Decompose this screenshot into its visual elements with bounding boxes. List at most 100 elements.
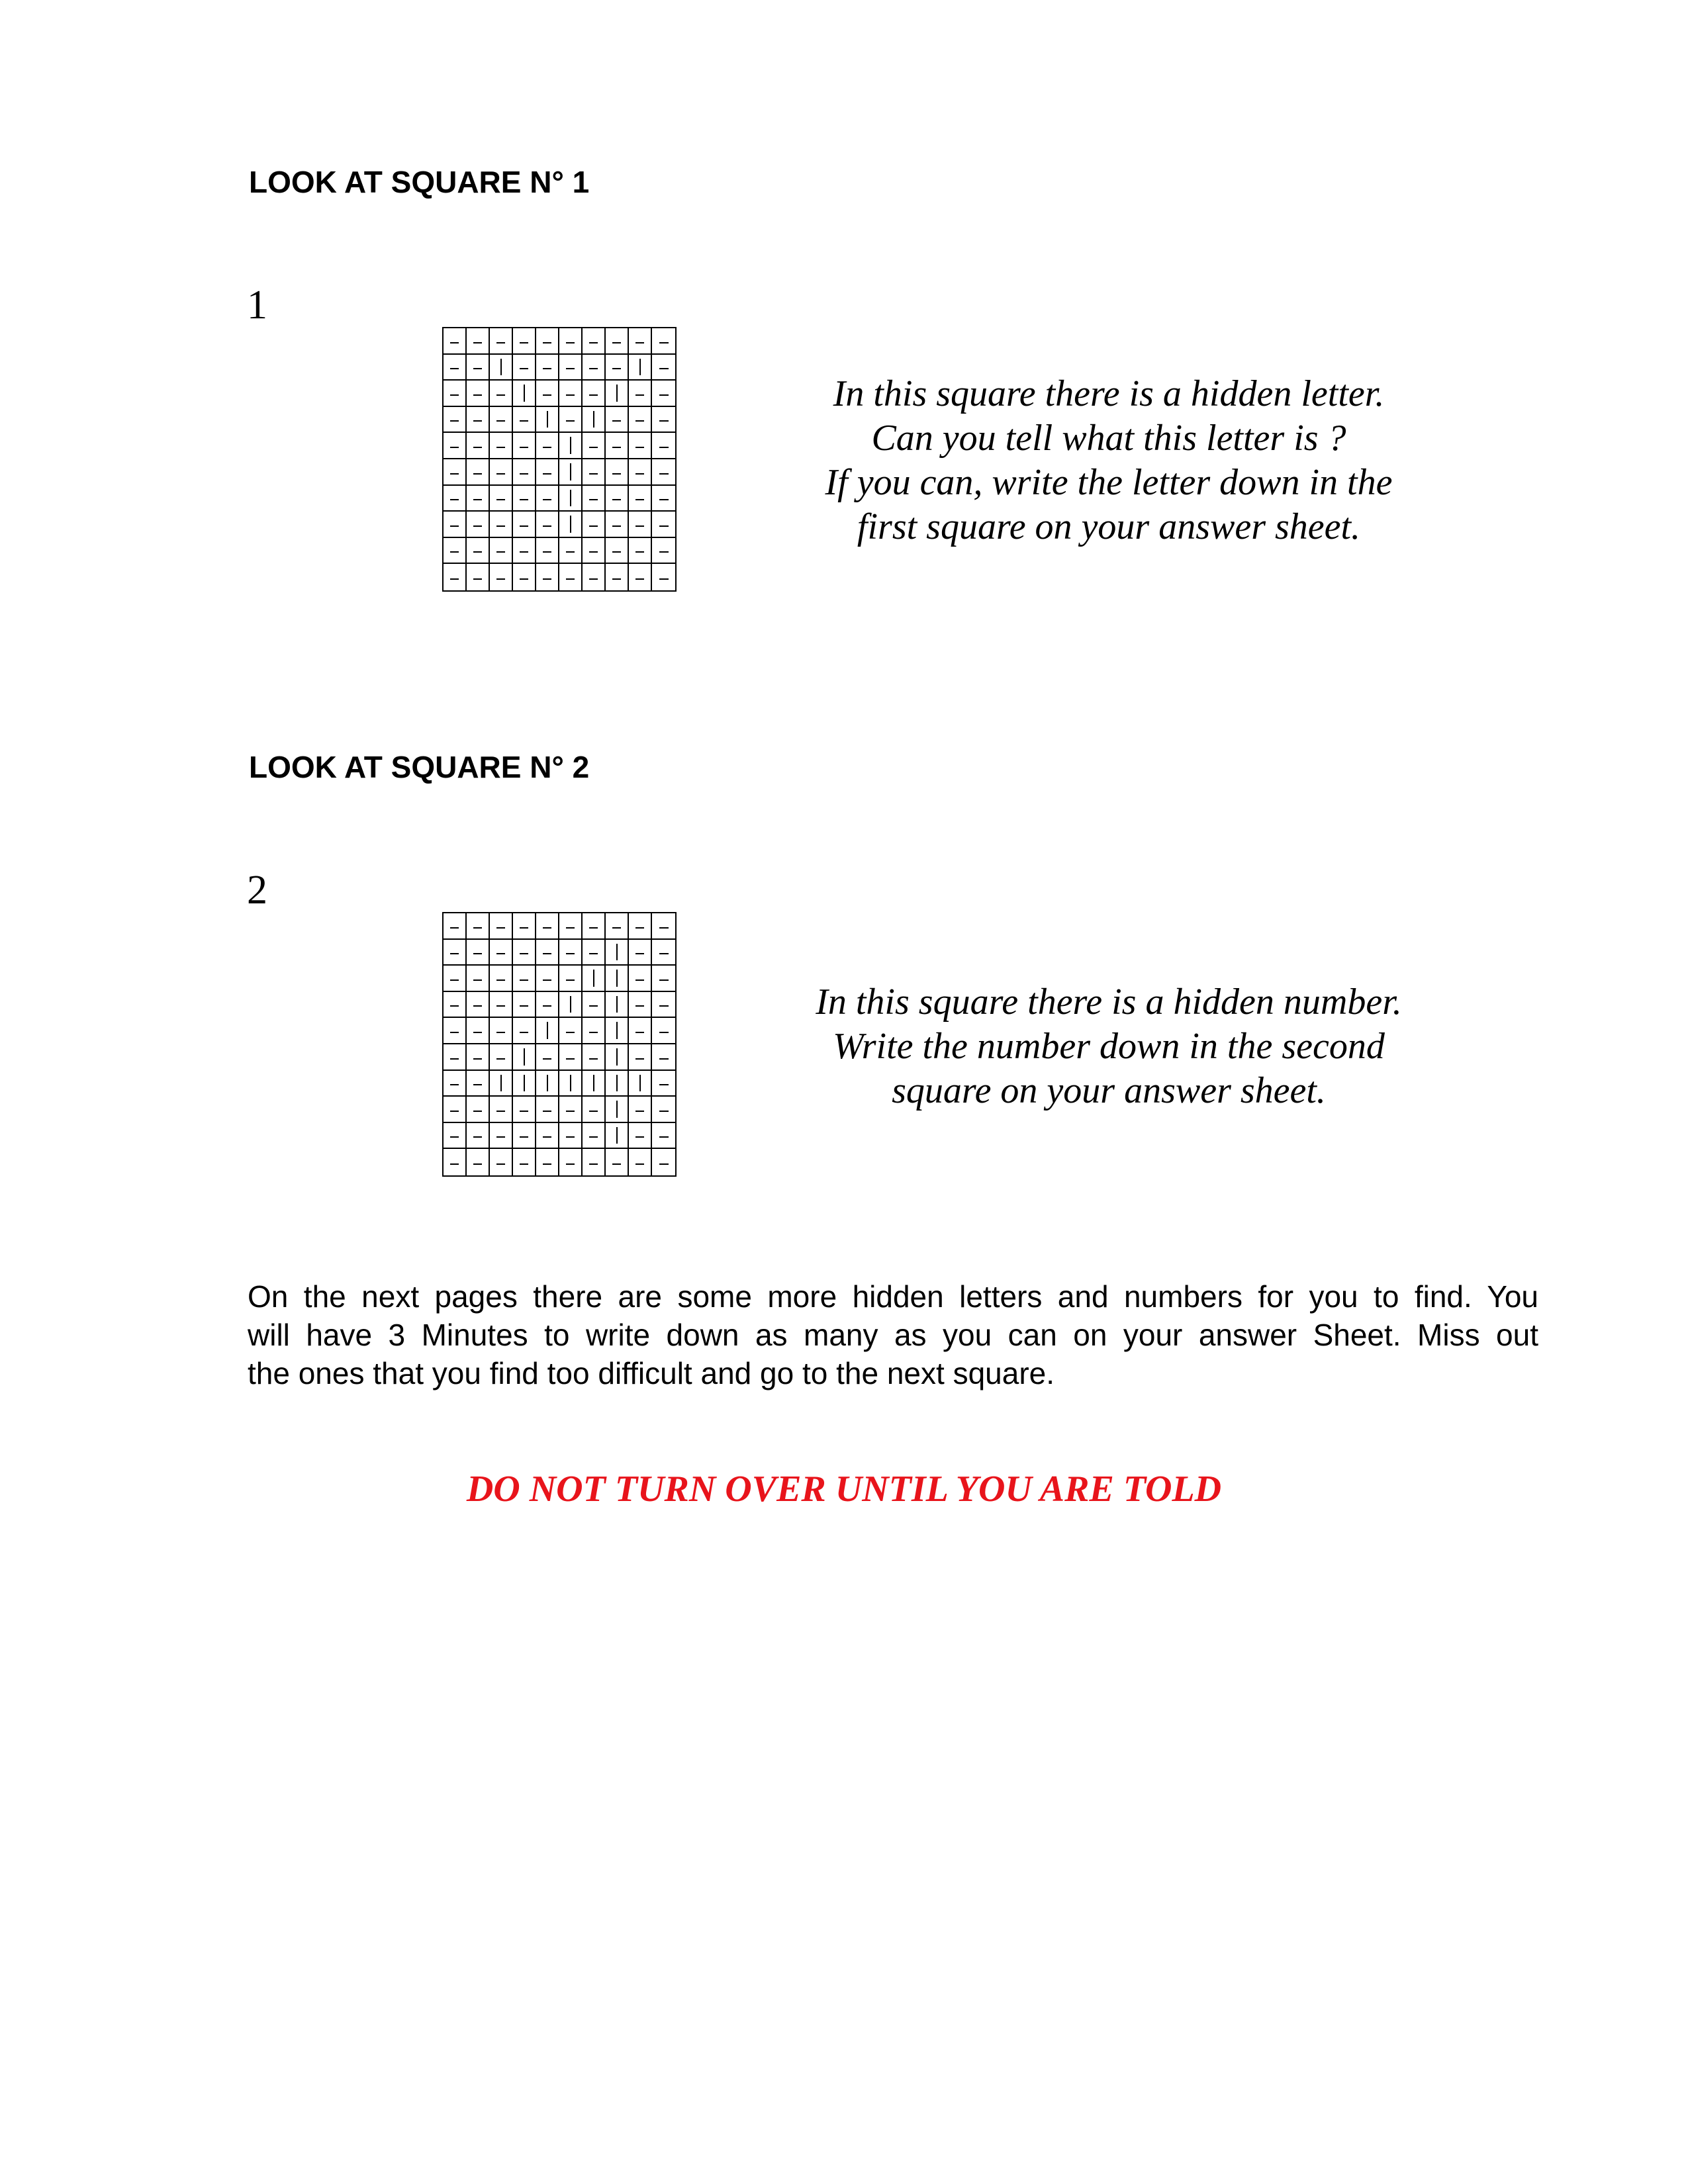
grid-cell-dash <box>652 1149 675 1175</box>
grid-cell-bar <box>606 1097 629 1123</box>
grid-cell-dash <box>583 1018 606 1044</box>
grid-cell-dash <box>629 913 652 940</box>
paragraph-line: On the next pages there are some more hi… <box>248 1279 1538 1314</box>
grid-cell-dash <box>606 564 629 590</box>
grid-cell-dash <box>444 512 467 538</box>
grid-cell-dash <box>490 1097 513 1123</box>
grid-cell-dash <box>606 913 629 940</box>
square-1-grid <box>442 327 677 592</box>
grid-cell-dash <box>513 512 536 538</box>
grid-cell-dash <box>536 966 559 992</box>
grid-cell-bar <box>536 1070 559 1097</box>
square-1-instructions: In this square there is a hidden letter.… <box>728 372 1489 549</box>
grid-cell-dash <box>536 1097 559 1123</box>
grid-cell-dash <box>444 991 467 1019</box>
grid-cell-dash <box>513 459 536 486</box>
grid-cell-dash <box>629 564 652 590</box>
grid-cell-bar <box>606 1070 629 1097</box>
grid-cell-dash <box>444 564 467 590</box>
grid-cell-dash <box>444 328 467 355</box>
grid-cell-dash <box>559 913 583 940</box>
grid-cell-bar <box>606 991 629 1019</box>
grid-cell-dash <box>490 537 513 565</box>
grid-cell-dash <box>606 485 629 512</box>
grid-cell-dash <box>467 354 490 381</box>
grid-cell-dash <box>467 512 490 538</box>
grid-cell-dash <box>467 1018 490 1044</box>
grid-cell-dash <box>467 433 490 459</box>
grid-cell-dash <box>513 433 536 459</box>
grid-cell-dash <box>606 433 629 459</box>
grid-cell-dash <box>606 537 629 565</box>
grid-cell-dash <box>652 1044 675 1071</box>
grid-cell-dash <box>467 913 490 940</box>
grid-cell-dash <box>513 991 536 1019</box>
grid-cell-dash <box>652 328 675 355</box>
grid-cell-dash <box>606 1149 629 1175</box>
grid-cell-dash <box>490 1149 513 1175</box>
grid-cell-dash <box>629 1149 652 1175</box>
grid-cell-dash <box>467 459 490 486</box>
grid-cell-dash <box>490 564 513 590</box>
grid-cell-dash <box>629 1122 652 1150</box>
square-2-heading: LOOK AT SQUARE N° 2 <box>249 750 590 784</box>
grid-cell-dash <box>583 354 606 381</box>
grid-cell-dash <box>490 406 513 433</box>
grid-cell-dash <box>652 1018 675 1044</box>
grid-cell-dash <box>629 328 652 355</box>
grid-cell-dash <box>652 538 675 565</box>
grid-cell-dash <box>536 913 559 940</box>
grid-cell-dash <box>629 991 652 1019</box>
grid-cell-dash <box>467 939 490 966</box>
grid-cell-dash <box>629 512 652 538</box>
grid-cell-dash <box>467 537 490 565</box>
grid-cell-dash <box>629 939 652 966</box>
grid-cell-dash <box>490 1122 513 1150</box>
grid-cell-dash <box>536 328 559 355</box>
grid-cell-dash <box>559 354 583 381</box>
grid-cell-bar <box>559 433 583 459</box>
grid-cell-dash <box>536 433 559 459</box>
grid-cell-dash <box>629 433 652 459</box>
grid-cell-dash <box>513 564 536 590</box>
grid-cell-dash <box>490 1018 513 1044</box>
grid-cell-dash <box>444 406 467 433</box>
grid-cell-dash <box>559 328 583 355</box>
grid-cell-dash <box>629 1097 652 1123</box>
grid-cell-dash <box>606 406 629 433</box>
grid-cell-dash <box>513 406 536 433</box>
grid-cell-dash <box>444 1122 467 1150</box>
grid-cell-dash <box>467 1122 490 1150</box>
grid-cell-bar <box>490 354 513 381</box>
grid-cell-dash <box>513 328 536 355</box>
grid-cell-dash <box>536 1149 559 1175</box>
grid-cell-dash <box>513 1149 536 1175</box>
grid-cell-dash <box>559 1044 583 1071</box>
grid-cell-dash <box>490 966 513 992</box>
grid-cell-dash <box>629 966 652 992</box>
grid-cell-dash <box>513 354 536 381</box>
grid-cell-dash <box>606 512 629 538</box>
grid-cell-dash <box>490 991 513 1019</box>
grid-cell-dash <box>536 991 559 1019</box>
grid-cell-dash <box>490 328 513 355</box>
grid-cell-dash <box>467 406 490 433</box>
grid-cell-dash <box>559 406 583 433</box>
square-2-instructions: In this square there is a hidden number.… <box>728 980 1489 1113</box>
grid-cell-dash <box>629 381 652 407</box>
grid-cell-dash <box>559 381 583 407</box>
grid-cell-dash <box>536 564 559 590</box>
grid-cell-bar <box>629 1070 652 1097</box>
grid-cell-dash <box>513 1122 536 1150</box>
grid-cell-bar <box>583 1070 606 1097</box>
instruction-line: In this square there is a hidden letter. <box>833 373 1385 414</box>
grid-cell-dash <box>513 913 536 940</box>
grid-cell-bar <box>583 406 606 433</box>
grid-cell-dash <box>490 939 513 966</box>
warning-text: DO NOT TURN OVER UNTIL YOU ARE TOLD <box>466 1469 1222 1510</box>
grid-cell-dash <box>629 406 652 433</box>
grid-cell-bar <box>629 354 652 381</box>
grid-cell-dash <box>652 381 675 407</box>
grid-cell-dash <box>559 564 583 590</box>
grid-cell-dash <box>444 354 467 381</box>
